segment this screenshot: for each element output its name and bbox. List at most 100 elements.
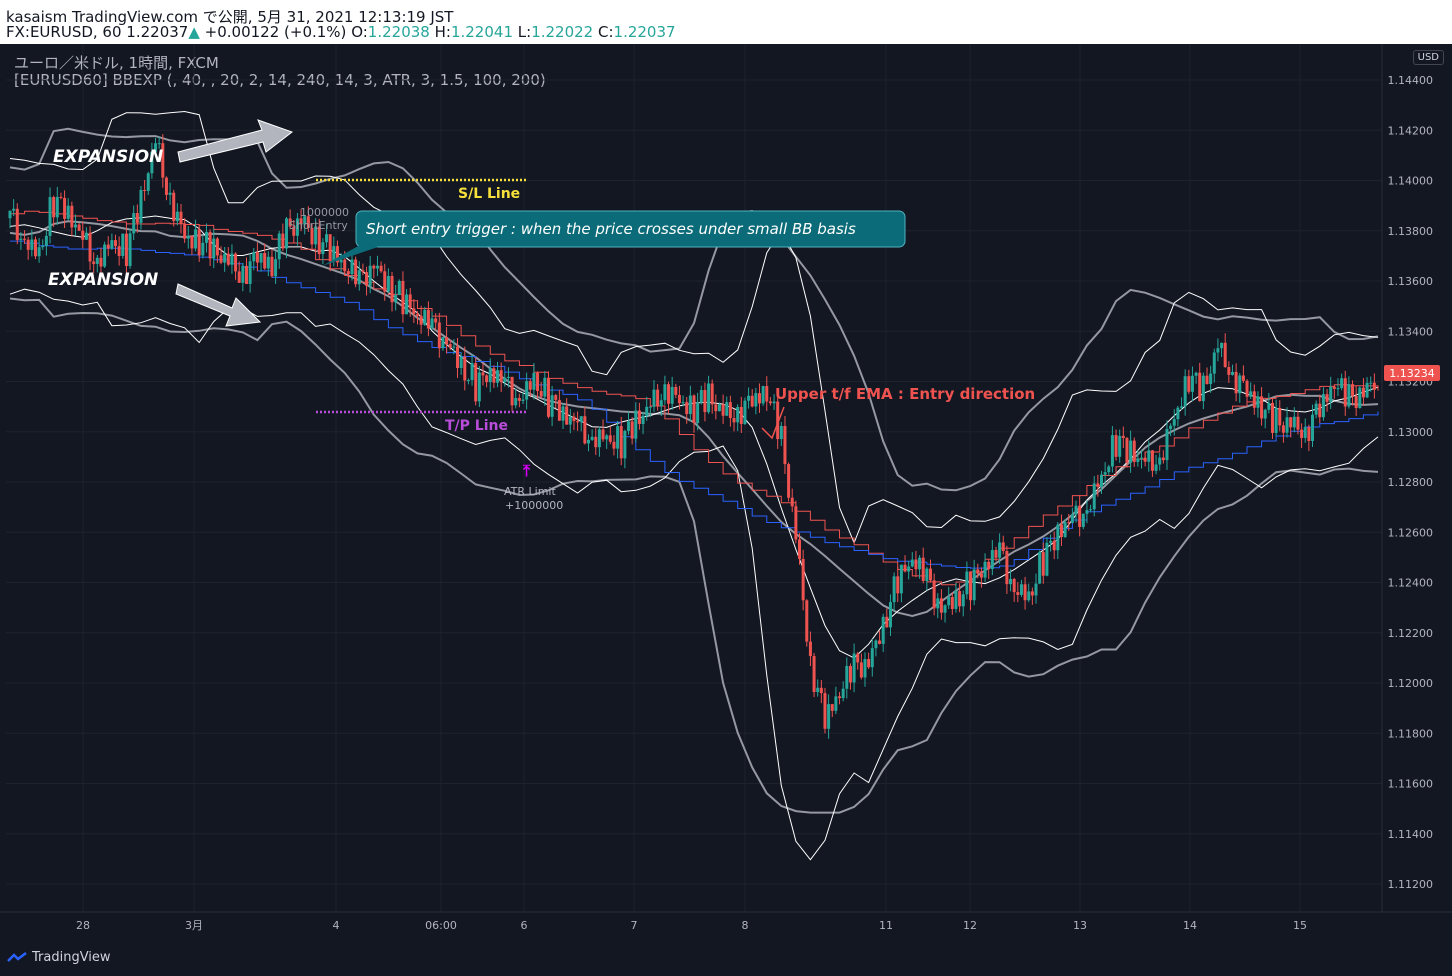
candle-body <box>285 218 289 249</box>
candle-body <box>627 421 631 431</box>
instrument-legend[interactable]: ユーロ／米ドル, 1時間, FXCM <box>14 54 219 72</box>
candle-body <box>1351 384 1355 396</box>
candle-body <box>1041 552 1045 576</box>
candle-body <box>292 226 296 236</box>
price-tick-label: 1.12000 <box>1388 677 1434 690</box>
candle-body <box>288 218 292 227</box>
candle-body <box>721 404 725 416</box>
candle-body <box>834 696 838 711</box>
time-tick-label: 4 <box>333 919 340 932</box>
candle-body <box>361 270 365 273</box>
candle-body <box>310 227 314 245</box>
publish-info: kasaism TradingView.com で公開, 5月 31, 2021… <box>6 8 454 26</box>
current-price-label: 1.13234 <box>1389 367 1435 380</box>
candle-body <box>641 415 645 425</box>
candle-body <box>656 389 660 407</box>
candle-body <box>157 143 161 145</box>
currency-badge[interactable]: USD <box>1412 50 1444 65</box>
high-label: H: <box>434 23 451 41</box>
time-tick-label: 13 <box>1073 919 1087 932</box>
candle-body <box>892 576 896 603</box>
candle-body <box>808 641 812 657</box>
candle-body <box>776 401 780 440</box>
symbol-ohlc-line: FX:EURUSD, 60 1.22037▲ +0.00122 (+0.1%) … <box>6 23 676 41</box>
candle-body <box>1067 522 1071 524</box>
candle-body <box>197 229 201 256</box>
candle-body <box>652 389 656 407</box>
candle-body <box>164 177 168 195</box>
symbol-label: FX:EURUSD, 60 <box>6 23 122 41</box>
candle-body <box>590 436 594 440</box>
candle-body <box>881 616 885 644</box>
candle-body <box>717 404 721 412</box>
candle-body <box>477 372 481 402</box>
candle-body <box>412 308 416 314</box>
candle-body <box>401 280 405 315</box>
price-chart[interactable]: S/L Line T/P Line EXPANSION EXPANSION 100000… <box>0 44 1452 938</box>
candle-body <box>99 257 103 267</box>
candle-body <box>561 406 565 421</box>
candle-body <box>1081 513 1085 527</box>
candle-body <box>1176 407 1180 420</box>
candle-body <box>1165 428 1169 461</box>
candle-body <box>73 224 77 228</box>
candle-body <box>1187 376 1191 392</box>
time-tick-label: 11 <box>879 919 893 932</box>
candle-body <box>234 253 238 272</box>
candle-body <box>1256 396 1260 408</box>
candle-body <box>1216 348 1220 353</box>
candle-body <box>994 550 998 558</box>
candle-body <box>1347 384 1351 407</box>
candle-body <box>1125 438 1129 463</box>
candle-body <box>1227 367 1231 375</box>
candle-body <box>448 344 452 348</box>
candle-body <box>830 704 834 711</box>
time-tick-label: 12 <box>963 919 977 932</box>
candle-body <box>499 370 503 383</box>
candle-body <box>383 271 387 292</box>
candle-body <box>1205 375 1209 385</box>
candle-body <box>888 602 892 628</box>
candle-body <box>969 571 973 601</box>
time-tick-label: 15 <box>1293 919 1307 932</box>
candle-body <box>1194 372 1198 376</box>
candle-body <box>1052 540 1056 551</box>
candle-body <box>110 240 114 249</box>
candle-body <box>346 271 350 275</box>
candle-body <box>321 242 325 255</box>
candle-body <box>208 231 212 259</box>
candle-body <box>41 245 45 248</box>
candle-body <box>1012 578 1016 593</box>
candle-body <box>921 557 925 581</box>
candle-body <box>434 318 438 323</box>
candle-body <box>961 594 965 607</box>
candle-body <box>586 439 590 444</box>
time-tick-label: 06:00 <box>425 919 457 932</box>
short-entry-label: ShortEntry <box>289 219 348 232</box>
candle-body <box>274 259 278 277</box>
candle-body <box>827 704 831 729</box>
candle-body <box>281 233 285 249</box>
candle-body <box>168 192 172 195</box>
candle-body <box>747 395 751 401</box>
candle-body <box>965 571 969 595</box>
candle-body <box>783 425 787 465</box>
candle-body <box>1140 457 1144 459</box>
candle-body <box>798 539 802 559</box>
tradingview-logo[interactable]: TradingView <box>6 950 111 965</box>
price-tick-label: 1.14000 <box>1388 175 1434 188</box>
candle-body <box>954 591 958 609</box>
candle-body <box>932 580 936 609</box>
candle-body <box>958 591 962 607</box>
candle-body <box>1049 540 1053 543</box>
candle-body <box>743 400 747 425</box>
candle-body <box>1059 524 1063 538</box>
candle-body <box>1270 402 1274 433</box>
candle-body <box>1129 440 1133 463</box>
candle-body <box>143 189 147 191</box>
candle-body <box>1070 514 1074 523</box>
candle-body <box>1038 552 1042 584</box>
price-tick-label: 1.11400 <box>1388 828 1434 841</box>
time-tick-label: 3月 <box>185 919 203 932</box>
candle-body <box>1169 425 1173 429</box>
